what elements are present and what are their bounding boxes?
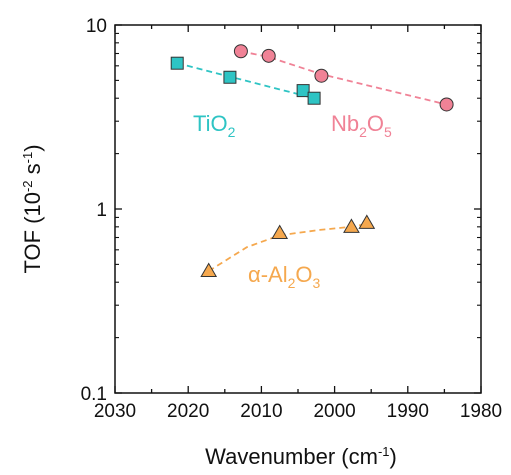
data-point-triangle: [200, 262, 218, 278]
data-point-square: [170, 56, 184, 70]
data-point-circle: [439, 97, 454, 112]
trend-line: [240, 50, 447, 106]
y-tick-label: 0.1: [81, 384, 107, 405]
data-point-triangle: [271, 224, 289, 240]
x-tick-label: 2010: [240, 401, 282, 422]
series-label-part: 2: [288, 275, 296, 291]
data-point-circle: [314, 68, 329, 83]
x-tick-label: 2000: [313, 401, 355, 422]
data-point-triangle: [358, 214, 376, 229]
x-axis-title-close: ): [390, 444, 397, 469]
data-point-circle: [261, 48, 276, 63]
series-label: α-Al2O3: [248, 262, 321, 291]
series-label-part: O: [295, 262, 312, 287]
series-label-part: 2: [359, 124, 367, 140]
data-point-square: [307, 91, 321, 105]
series-label-part: α-Al: [248, 262, 288, 287]
plot-area: [114, 24, 482, 394]
x-axis-title-main: Wavenumber (cm: [205, 444, 378, 469]
data-point-circle: [233, 44, 248, 59]
x-tick-label: 2030: [94, 401, 136, 422]
tick-labels: 2030 2020 2010 2000 1990 1980 0.1 1 10: [81, 16, 503, 422]
axis-ticks: [114, 24, 482, 394]
series-label-part: 2: [228, 124, 236, 140]
x-tick-label: 2020: [167, 401, 209, 422]
trend-lines: [176, 50, 447, 272]
series-label-part: TiO: [193, 111, 228, 136]
data-point-square: [223, 70, 237, 84]
y-axis-title-sup2: -1: [20, 152, 35, 164]
y-tick-label: 1: [96, 200, 107, 221]
x-axis-title-sup: -1: [378, 444, 390, 459]
y-tick-label: 10: [86, 16, 107, 37]
y-axis-title-main: TOF (10: [20, 192, 45, 274]
y-axis-title-sup: -2: [20, 180, 35, 192]
y-axis-title: TOF (10-2 s-1): [20, 144, 45, 273]
trend-line: [208, 223, 367, 272]
plot-frame: [114, 24, 482, 394]
series-label-part: Nb: [331, 111, 359, 136]
x-axis-title: Wavenumber (cm-1): [205, 444, 397, 469]
data-point-square: [296, 84, 310, 98]
x-tick-label: 1980: [460, 401, 502, 422]
series-label: Nb2O5: [331, 111, 392, 140]
data-markers: [170, 44, 454, 278]
series-label-part: O: [367, 111, 384, 136]
trend-line: [176, 62, 315, 100]
data-point-triangle: [343, 218, 360, 233]
y-axis-title-close: ): [20, 144, 45, 151]
series-label: TiO2: [193, 111, 236, 140]
series-label-part: 5: [384, 124, 392, 140]
y-axis-title-mid: s: [20, 163, 45, 180]
series-label-part: 3: [313, 275, 321, 291]
x-tick-label: 1990: [387, 401, 429, 422]
